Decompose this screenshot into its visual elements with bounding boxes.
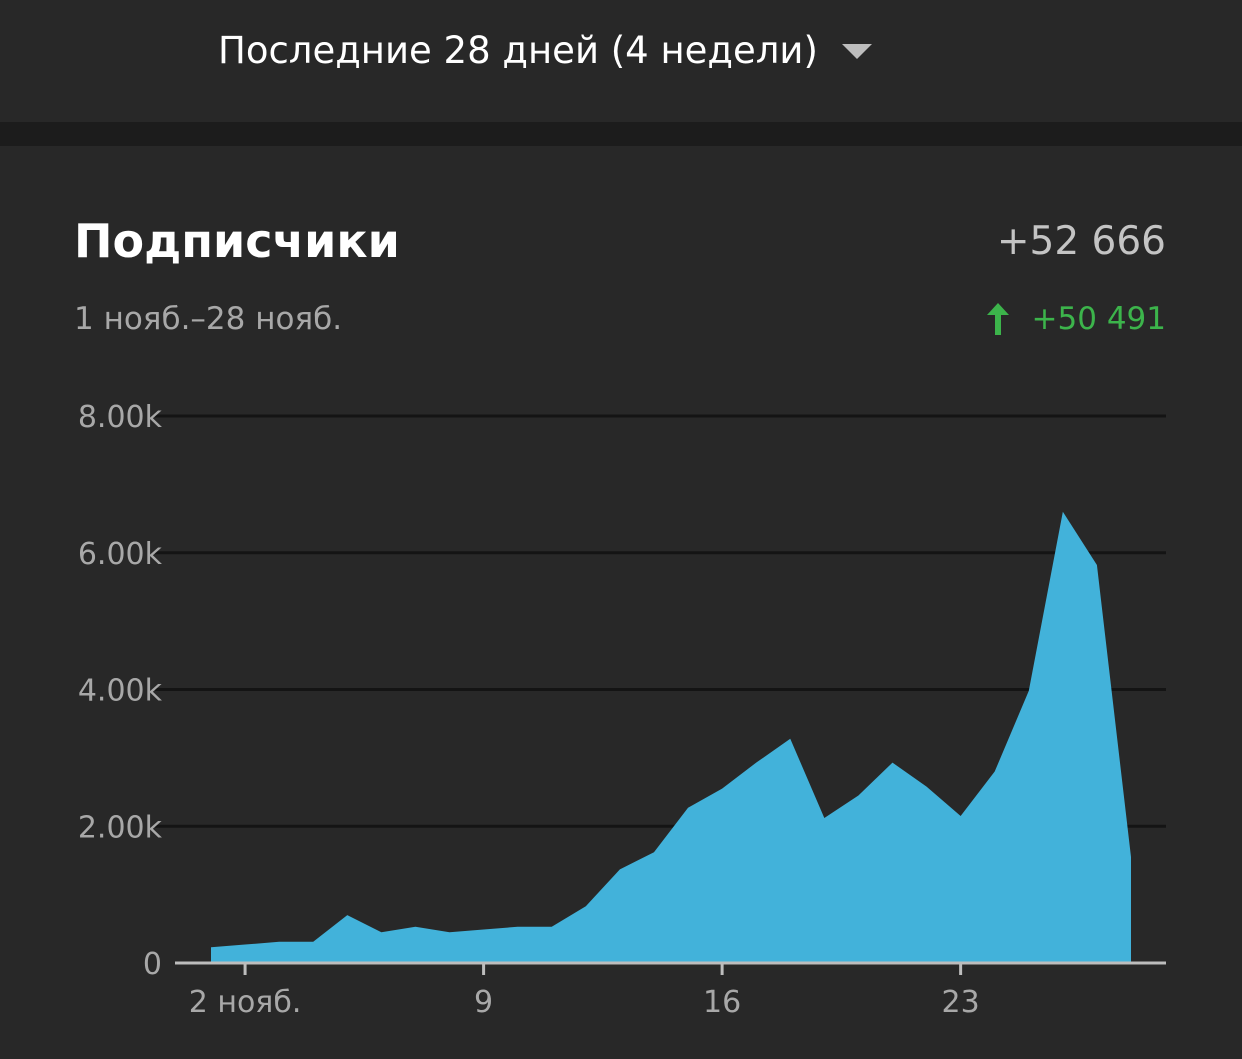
data-point xyxy=(379,930,383,934)
top-bar: Последние 28 дней (4 недели) xyxy=(0,0,1242,122)
data-point xyxy=(311,940,315,944)
metric-total: +52 666 xyxy=(996,219,1166,264)
metric-change: +50 491 xyxy=(986,298,1166,340)
y-tick-label: 6.00k xyxy=(78,537,163,572)
up-arrow-icon xyxy=(986,303,1009,335)
data-point xyxy=(448,930,452,934)
data-point xyxy=(1027,689,1031,693)
x-tick-label: 9 xyxy=(474,985,493,1020)
data-point xyxy=(550,925,554,929)
data-point xyxy=(1129,855,1133,859)
x-tick-label: 16 xyxy=(703,985,741,1020)
data-point xyxy=(720,787,724,791)
date-range-label: Последние 28 дней (4 недели) xyxy=(218,29,818,72)
data-point xyxy=(1095,563,1099,567)
data-point xyxy=(822,816,826,820)
data-point xyxy=(686,806,690,810)
data-point xyxy=(277,940,281,944)
subscribers-area xyxy=(211,511,1131,963)
dropdown-arrow-icon xyxy=(841,43,872,59)
subscribers-card: Подписчики +52 666 1 нояб.–28 нояб. +50 … xyxy=(0,146,1242,1059)
data-point xyxy=(345,913,349,917)
data-point xyxy=(856,793,860,797)
data-point xyxy=(209,945,213,949)
metric-date-range: 1 нояб.–28 нояб. xyxy=(74,301,343,337)
x-tick-label: 2 нояб. xyxy=(189,985,302,1020)
data-point xyxy=(413,925,417,929)
y-tick-label: 8.00k xyxy=(78,400,163,435)
data-point xyxy=(652,850,656,854)
y-tick-label: 4.00k xyxy=(78,674,163,709)
date-range-dropdown[interactable]: Последние 28 дней (4 недели) xyxy=(218,24,872,78)
data-point xyxy=(754,761,758,765)
data-point xyxy=(243,943,247,947)
data-point xyxy=(584,904,588,908)
data-point xyxy=(959,814,963,818)
y-tick-label: 2.00k xyxy=(78,810,163,845)
metric-change-value: +50 491 xyxy=(1031,301,1166,337)
data-point xyxy=(925,785,929,789)
data-point xyxy=(482,927,486,931)
x-tick-label: 23 xyxy=(942,985,980,1020)
metric-title: Подписчики xyxy=(74,214,400,268)
data-point xyxy=(993,770,997,774)
subscribers-chart: 0 2.00k 4.00k 6.00k 8.00k 2 нояб. 9 16 23 xyxy=(78,400,1166,1020)
data-point xyxy=(516,925,520,929)
data-point xyxy=(618,867,622,871)
data-point xyxy=(890,761,894,765)
data-point xyxy=(788,737,792,741)
section-divider xyxy=(0,122,1242,146)
data-point xyxy=(1061,510,1065,514)
y-tick-label: 0 xyxy=(143,947,162,982)
